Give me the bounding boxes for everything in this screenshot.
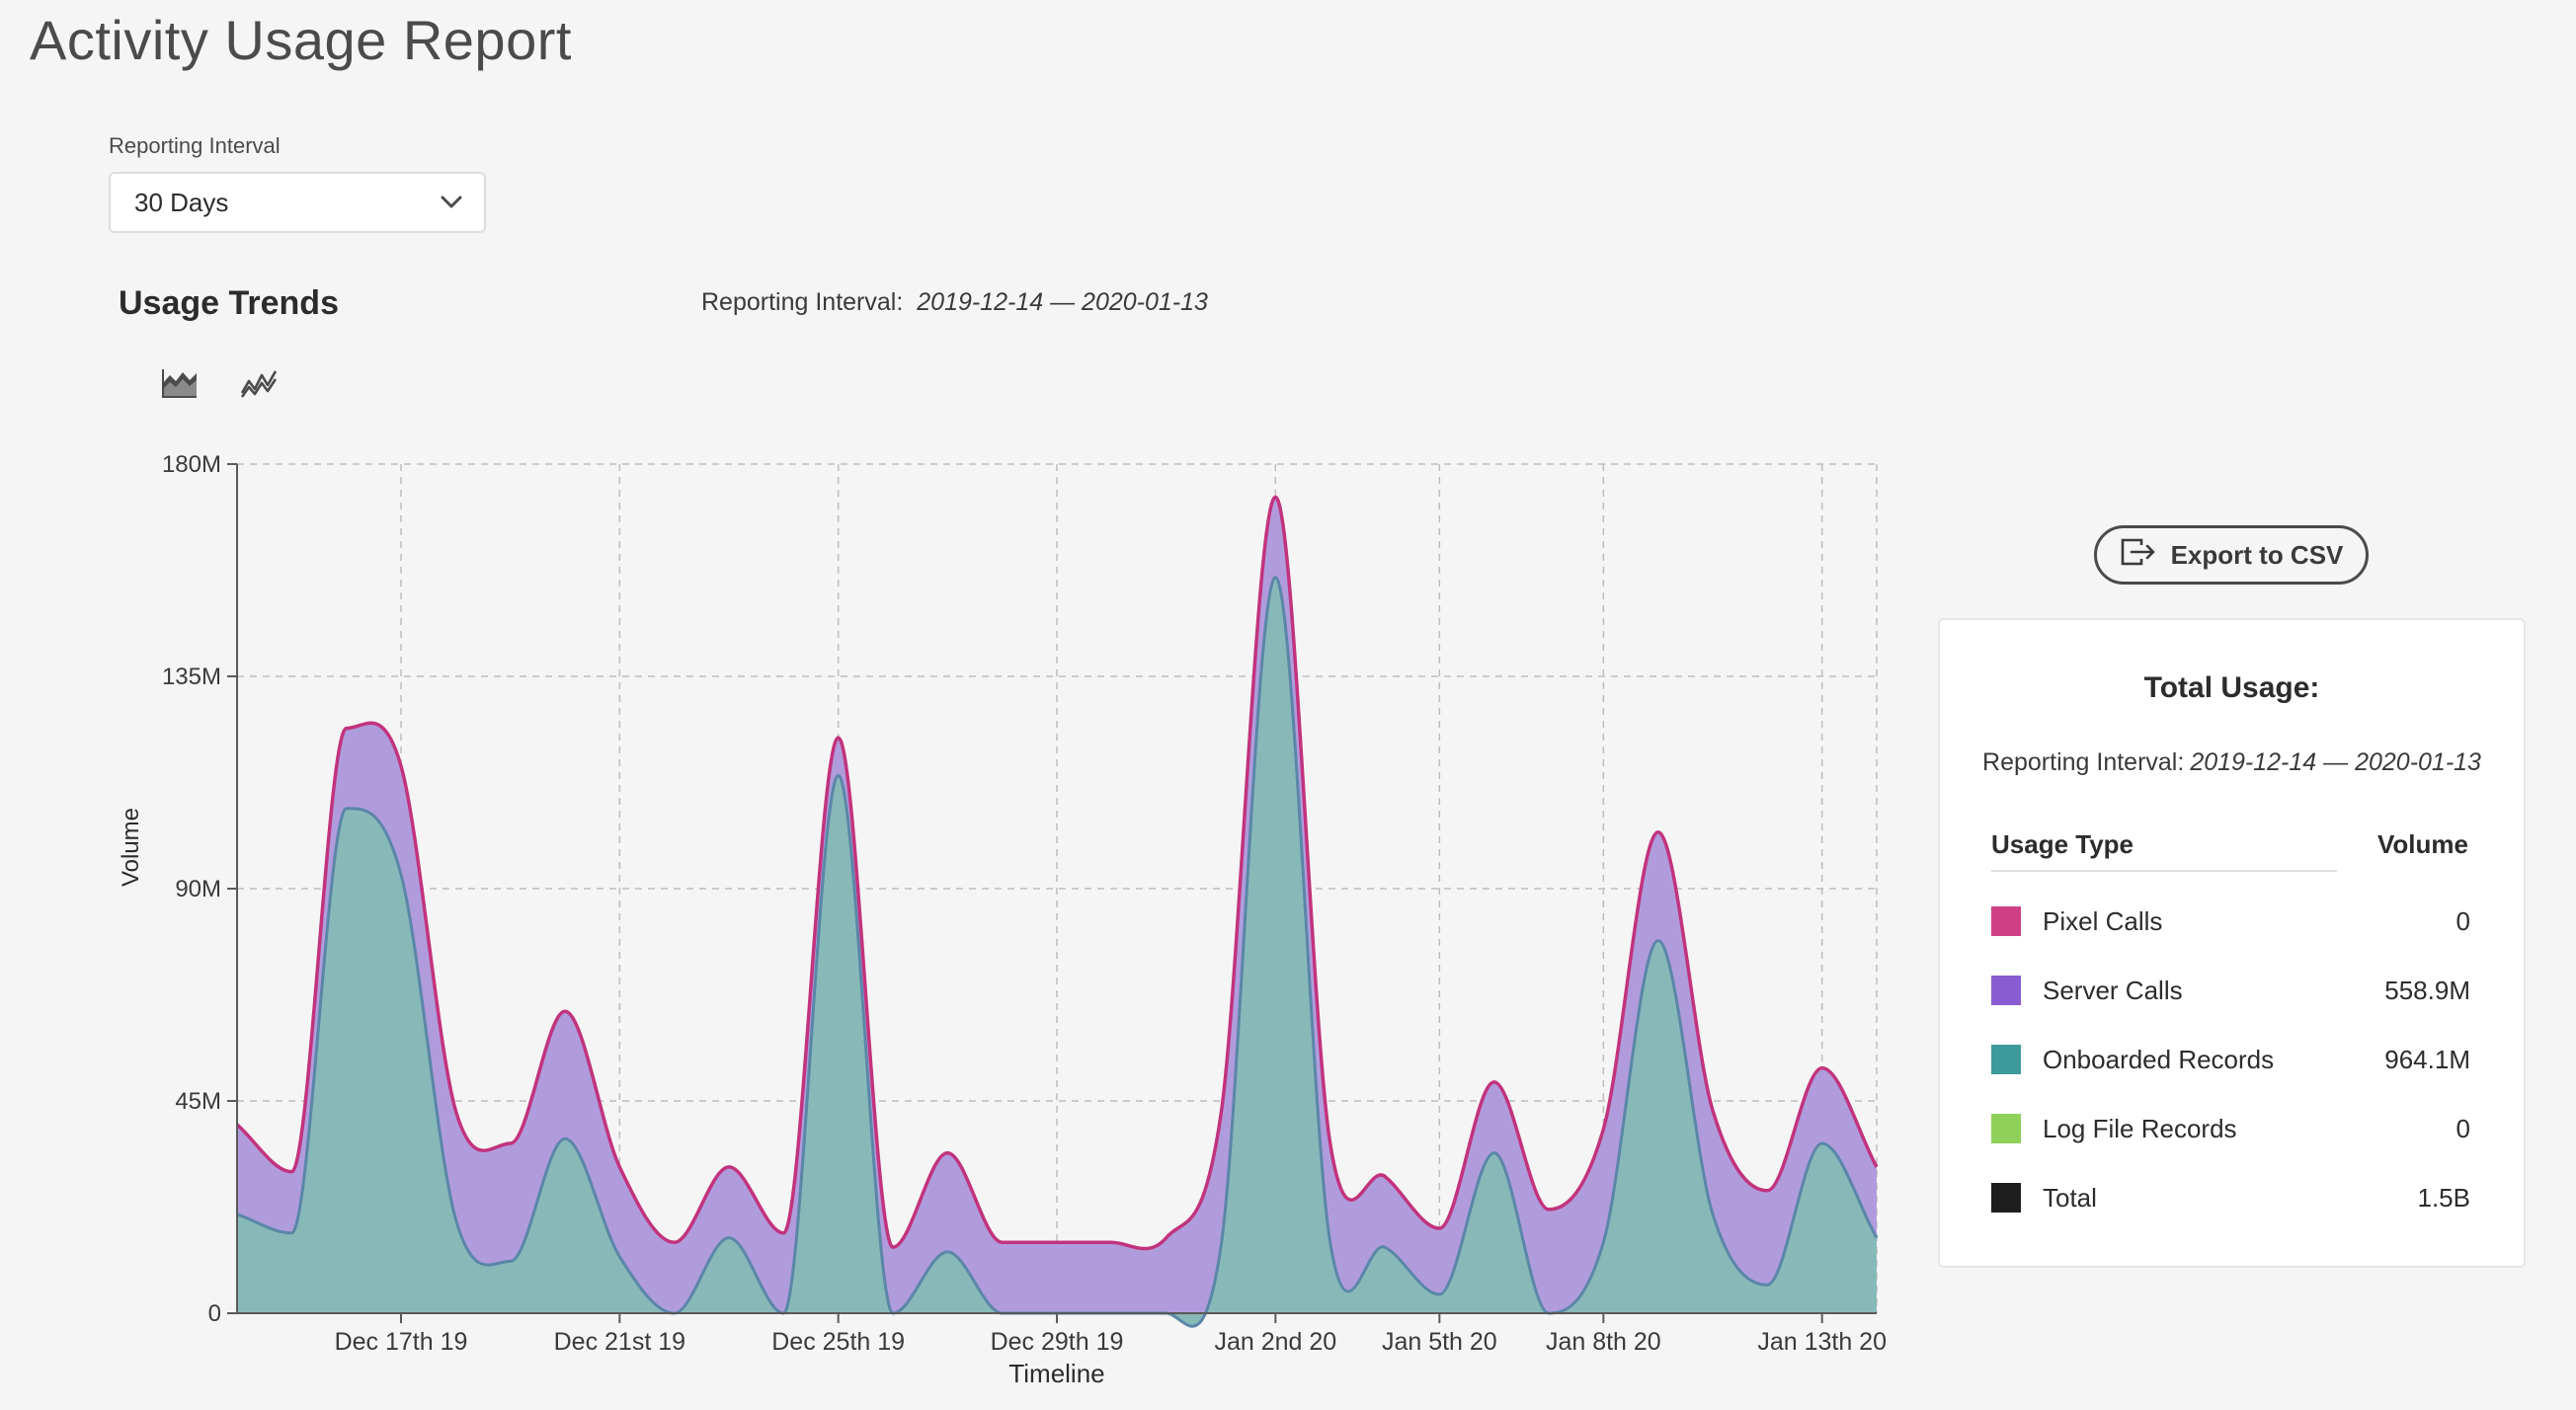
onboarded-records-area[interactable]	[237, 577, 1877, 1327]
usage-row: Server Calls 558.9M	[1991, 956, 2470, 1025]
chart-reporting-interval: Reporting Interval: 2019-12-14 — 2020-01-…	[701, 288, 1208, 317]
chevron-down-icon	[441, 196, 462, 209]
reporting-interval-value: 30 Days	[134, 187, 229, 217]
chart-interval-dates: 2019-12-14 — 2020-01-13	[917, 288, 1208, 316]
usage-type-name: Log File Records	[2043, 1113, 2237, 1143]
legend-swatch	[1991, 1045, 2021, 1074]
header-divider	[1991, 870, 2337, 872]
usage-volume: 0	[2455, 1113, 2470, 1143]
total-top-line	[235, 495, 1879, 1251]
volume-header: Volume	[2377, 829, 2468, 859]
usage-type-header: Usage Type	[1991, 829, 2134, 859]
x-tick-label: Jan 2nd 20	[1214, 1328, 1336, 1356]
x-axis-title: Timeline	[1008, 1359, 1104, 1388]
line-chart-button[interactable]	[237, 365, 281, 405]
x-tick-label: Dec 25th 19	[771, 1328, 905, 1356]
usage-volume: 1.5B	[2417, 1182, 2471, 1213]
y-tick-label: 0	[208, 1300, 221, 1327]
y-tick-label: 45M	[175, 1088, 221, 1115]
page-title: Activity Usage Report	[30, 9, 572, 71]
usage-type-name: Server Calls	[2043, 975, 2183, 1005]
export-csv-label: Export to CSV	[2170, 539, 2344, 570]
legend-swatch	[1991, 906, 2021, 936]
y-tick-label: 90M	[175, 876, 221, 902]
usage-volume: 558.9M	[2384, 975, 2470, 1005]
x-tick-label: Jan 8th 20	[1546, 1328, 1661, 1356]
x-tick-label: Jan 13th 20	[1757, 1328, 1887, 1356]
y-tick-label: 135M	[162, 664, 221, 690]
usage-volume: 964.1M	[2384, 1044, 2470, 1074]
usage-type-name: Onboarded Records	[2043, 1044, 2275, 1074]
panel-interval-dates: 2019-12-14 — 2020-01-13	[2190, 748, 2481, 776]
usage-table-header: Usage Type Volume	[1991, 829, 2468, 860]
y-tick-label: 180M	[162, 451, 221, 478]
usage-type-name: Pixel Calls	[2043, 905, 2163, 936]
x-tick-label: Dec 21st 19	[554, 1328, 685, 1356]
line-chart-icon	[240, 367, 278, 404]
usage-type-name: Total	[2043, 1182, 2097, 1213]
usage-table: Pixel Calls 0 Server Calls 558.9M Onboarded …	[1991, 887, 2470, 1232]
usage-row: Total 1.5B	[1991, 1163, 2470, 1232]
usage-row: Pixel Calls 0	[1991, 887, 2470, 956]
reporting-interval-select[interactable]: 30 Days	[109, 172, 486, 233]
stacked-area-chart-icon	[161, 367, 199, 404]
export-csv-button[interactable]: Export to CSV	[2094, 525, 2369, 585]
stacked-area-chart-button[interactable]	[158, 365, 201, 405]
legend-swatch	[1991, 1114, 2021, 1143]
total-usage-panel: Total Usage: Reporting Interval: 2019-12-…	[1938, 618, 2526, 1268]
legend-swatch	[1991, 1183, 2021, 1213]
x-tick-label: Jan 5th 20	[1382, 1328, 1497, 1356]
usage-volume: 0	[2455, 905, 2470, 936]
total-usage-title: Total Usage:	[2143, 671, 2320, 704]
panel-reporting-interval: Reporting Interval: 2019-12-14 — 2020-01-…	[1940, 748, 2524, 777]
x-tick-label: Dec 29th 19	[991, 1328, 1124, 1356]
x-tick-label: Dec 17th 19	[335, 1328, 468, 1356]
panel-interval-label: Reporting Interval:	[1982, 748, 2185, 776]
usage-row: Onboarded Records 964.1M	[1991, 1025, 2470, 1094]
usage-row: Log File Records 0	[1991, 1094, 2470, 1163]
reporting-interval-label: Reporting Interval	[109, 133, 281, 158]
legend-swatch	[1991, 976, 2021, 1005]
y-axis-title: Volume	[118, 808, 144, 887]
chart-interval-label: Reporting Interval:	[701, 288, 904, 316]
usage-trends-title: Usage Trends	[119, 284, 339, 322]
export-icon	[2120, 537, 2157, 574]
